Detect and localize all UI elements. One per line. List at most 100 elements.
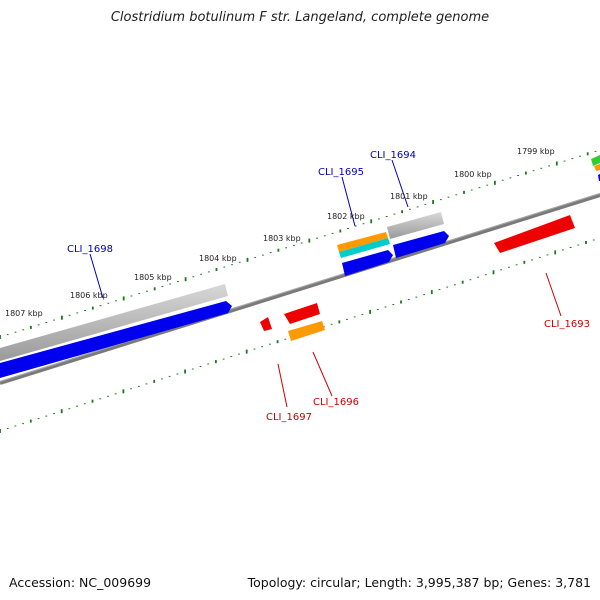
scale-tick — [246, 257, 249, 262]
scale-label: 1799 kbp — [517, 147, 555, 156]
scale-dot — [83, 403, 86, 405]
map-title: Clostridium botulinum F str. Langeland, … — [110, 10, 490, 25]
scale-dot — [285, 247, 287, 249]
scale-dot — [409, 208, 411, 210]
scale-tick — [91, 399, 94, 403]
scale-dot — [454, 284, 456, 286]
scale-tick — [215, 268, 218, 271]
scale-dot — [416, 206, 419, 208]
scale-dot — [68, 314, 71, 316]
outer-scale — [0, 150, 597, 339]
scale-dot — [376, 309, 379, 310]
scale-tick — [277, 248, 280, 252]
scale-dot — [592, 239, 595, 241]
scale-dot — [393, 213, 396, 215]
scale-dot — [540, 167, 543, 169]
scale-dot — [14, 331, 17, 333]
scale-dot — [207, 363, 210, 365]
scale-dot — [486, 184, 489, 186]
scale-dot — [353, 316, 356, 318]
scale-dot — [300, 242, 303, 244]
scale-dot — [37, 324, 40, 326]
scale-dot — [199, 366, 202, 367]
scale-tick — [215, 360, 217, 364]
orange-feature-bottom — [288, 321, 325, 341]
scale-dot — [546, 254, 549, 256]
scale-dot — [207, 271, 210, 273]
scale-dot — [22, 329, 25, 331]
scale-tick — [523, 260, 526, 264]
scale-dot — [222, 358, 225, 360]
scale-tick — [0, 429, 1, 433]
scale-tick — [184, 369, 186, 374]
scale-dot — [532, 170, 535, 172]
scale-dot — [362, 223, 365, 225]
scale-dot — [515, 264, 518, 266]
scale-label: 1805 kbp — [134, 273, 172, 282]
scale-dot — [469, 279, 472, 281]
scale-dot — [385, 216, 388, 217]
scale-dot — [6, 428, 9, 429]
accession-text: Accession: NC_009699 — [9, 575, 152, 590]
scale-tick — [554, 250, 557, 255]
scale-dot — [569, 247, 572, 248]
scale-dot — [76, 405, 78, 407]
scale-dot — [45, 415, 48, 417]
scale-dot — [470, 189, 473, 191]
scale-dot — [145, 383, 148, 385]
scale-tick — [29, 419, 32, 423]
scale-dot — [231, 264, 233, 266]
scale-dot — [501, 179, 504, 181]
scale-dot — [107, 395, 109, 397]
scale-dot — [384, 306, 387, 308]
scale-label: 1801 kbp — [390, 192, 428, 201]
scale-tick — [338, 320, 341, 324]
scale-dot — [269, 343, 271, 345]
scale-dot — [316, 237, 318, 239]
scale-label: 1802 kbp — [327, 212, 365, 221]
scale-dot — [200, 273, 202, 275]
scale-tick — [276, 340, 279, 344]
scale-tick — [91, 306, 94, 310]
leader-cli-1697 — [277, 363, 288, 408]
scale-dot — [392, 304, 395, 305]
leader-cli-1693 — [545, 272, 562, 317]
scale-tick — [60, 409, 63, 414]
gene-label-cli-1698: CLI_1698 — [67, 244, 113, 255]
scale-tick — [463, 190, 465, 194]
scale-tick — [401, 210, 403, 214]
scale-dot — [137, 385, 140, 387]
scale-dot — [548, 165, 550, 167]
gene-label-cli-1697: CLI_1697 — [266, 412, 312, 423]
scale-dot — [361, 313, 364, 315]
scale-dot — [161, 285, 164, 287]
scale-dot — [455, 194, 458, 196]
scale-dot — [577, 244, 580, 246]
scale-dot — [438, 289, 441, 291]
scale-dot — [562, 249, 564, 251]
scale-label: 1804 kbp — [199, 254, 237, 263]
topology-text: Topology: circular; Length: 3,995,387 bp… — [247, 575, 591, 590]
scale-dot — [130, 295, 133, 297]
scale-tick — [153, 379, 156, 383]
scale-tick — [245, 349, 248, 354]
scale-tick — [369, 309, 371, 314]
scale-tick — [184, 277, 187, 282]
scale-dot — [115, 300, 117, 302]
leader-cli-1698 — [89, 253, 104, 299]
gene-label-cli-1695: CLI_1695 — [318, 167, 364, 178]
scale-dot — [477, 276, 479, 278]
scale-dot — [508, 266, 510, 268]
scale-tick — [30, 325, 32, 329]
scale-dot — [261, 346, 264, 348]
scale-dot — [579, 155, 581, 157]
scale-dot — [253, 348, 256, 350]
scale-dot — [230, 356, 233, 358]
scale-dot — [176, 373, 179, 375]
green-feature-edge — [591, 155, 600, 166]
forward-cds-cli-1698 — [0, 301, 232, 378]
scale-dot — [354, 225, 357, 227]
scale-dot — [45, 322, 48, 323]
scale-dot — [68, 408, 71, 410]
